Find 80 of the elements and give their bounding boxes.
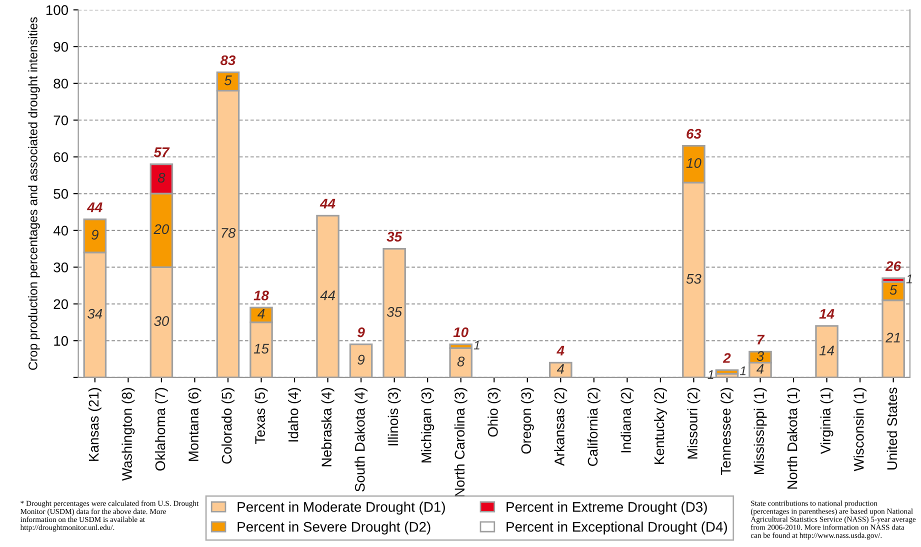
y-tick-label: 60: [54, 152, 68, 162]
x-tick-label: Kentucky (2): [654, 388, 667, 464]
x-tick-label: North Dakota (1): [787, 388, 800, 489]
data-label: 1: [906, 274, 912, 284]
x-tick-label: Illinois (3): [388, 388, 401, 446]
data-label: 34: [88, 308, 102, 319]
x-tick-label: Indiana (2): [620, 388, 634, 452]
x-tick-label: Colorado (5): [222, 388, 234, 464]
y-tick-label: 70: [54, 115, 68, 126]
x-tick-label: South Dakota (4): [354, 388, 368, 492]
data-label: 15: [254, 344, 270, 354]
legend-label: Percent in Moderate Drought (D1): [238, 502, 445, 515]
y-tick-label: 90: [54, 42, 68, 52]
total-label: 26: [885, 261, 902, 272]
total-label: 2: [722, 353, 731, 363]
legend-label: Percent in Severe Drought (D2): [238, 522, 430, 534]
total-label: 44: [320, 198, 336, 208]
data-label: 5: [890, 285, 898, 295]
x-tick-label: Washington (8): [122, 388, 135, 481]
x-tick-label: Idaho (4): [288, 388, 301, 442]
total-label: 57: [154, 147, 170, 158]
data-label: 14: [819, 346, 834, 356]
y-tick-label: 100: [46, 5, 68, 16]
total-label: 14: [819, 309, 834, 319]
x-tick-label: Virginia (1): [820, 388, 834, 454]
total-label: 35: [386, 232, 402, 242]
legend-label: Percent in Exceptional Drought (D4): [506, 522, 727, 534]
x-tick-label: Ohio (3): [488, 388, 501, 437]
data-label: 9: [92, 230, 98, 240]
data-label: 21: [886, 332, 900, 342]
data-label: 44: [320, 290, 335, 300]
x-tick-label: Kansas (21): [88, 388, 102, 461]
data-label: 53: [686, 274, 702, 284]
data-label: 30: [154, 316, 170, 326]
data-label: 1: [708, 370, 714, 379]
legend-label: Percent in Extreme Drought (D3): [506, 502, 707, 515]
y-tick-label: 80: [54, 78, 68, 89]
data-label: 4: [756, 364, 764, 374]
y-tick-label: 50: [54, 188, 68, 199]
data-label: 20: [154, 224, 170, 234]
x-tick-label: Nebraska (4): [321, 388, 334, 466]
total-label: 18: [254, 290, 269, 300]
data-label: 4: [257, 308, 265, 319]
x-tick-label: Oregon (3): [520, 388, 534, 454]
data-label: 10: [686, 158, 702, 168]
total-label: 7: [757, 334, 765, 344]
data-label: 8: [158, 172, 166, 183]
data-label: 1: [474, 340, 480, 350]
data-label: 1: [740, 366, 746, 376]
bar: [715, 369, 739, 375]
data-label: 4: [556, 364, 564, 374]
data-label: 9: [358, 354, 365, 365]
data-label: 3: [756, 351, 764, 361]
x-tick-label: Arkansas (2): [554, 388, 568, 466]
x-tick-label: Mississippi (1): [754, 388, 767, 474]
total-label: 4: [556, 346, 564, 356]
data-label: 5: [224, 76, 232, 86]
x-tick-label: Texas (5): [254, 388, 268, 444]
data-label: 78: [222, 228, 236, 238]
y-tick-label: 30: [54, 262, 68, 272]
x-tick-label: Wisconsin (1): [854, 388, 867, 472]
x-tick-label: Oklahoma (7): [154, 388, 168, 471]
y-axis-title: Crop production percentages and associated drought intensities: [28, 17, 40, 370]
x-tick-label: United States: [886, 388, 898, 470]
total-label: 63: [686, 128, 702, 139]
total-label: 9: [358, 327, 365, 338]
x-tick-label: North Carolina (3): [454, 388, 468, 496]
total-label: 83: [220, 55, 236, 66]
data-label: 35: [386, 306, 402, 317]
y-tick-label: 20: [54, 299, 68, 310]
x-tick-label: Montana (6): [188, 388, 202, 461]
x-tick-label: Tennessee (2): [720, 388, 734, 475]
y-tick-label: 40: [53, 226, 68, 236]
y-tick-label: 10: [54, 336, 68, 346]
total-label: 10: [453, 327, 468, 338]
data-label: 8: [457, 356, 465, 366]
x-tick-label: Michigan (3): [421, 388, 434, 462]
x-tick-label: California (2): [587, 388, 600, 466]
x-tick-label: Missouri (2): [687, 388, 700, 459]
total-label: 44: [86, 202, 102, 212]
